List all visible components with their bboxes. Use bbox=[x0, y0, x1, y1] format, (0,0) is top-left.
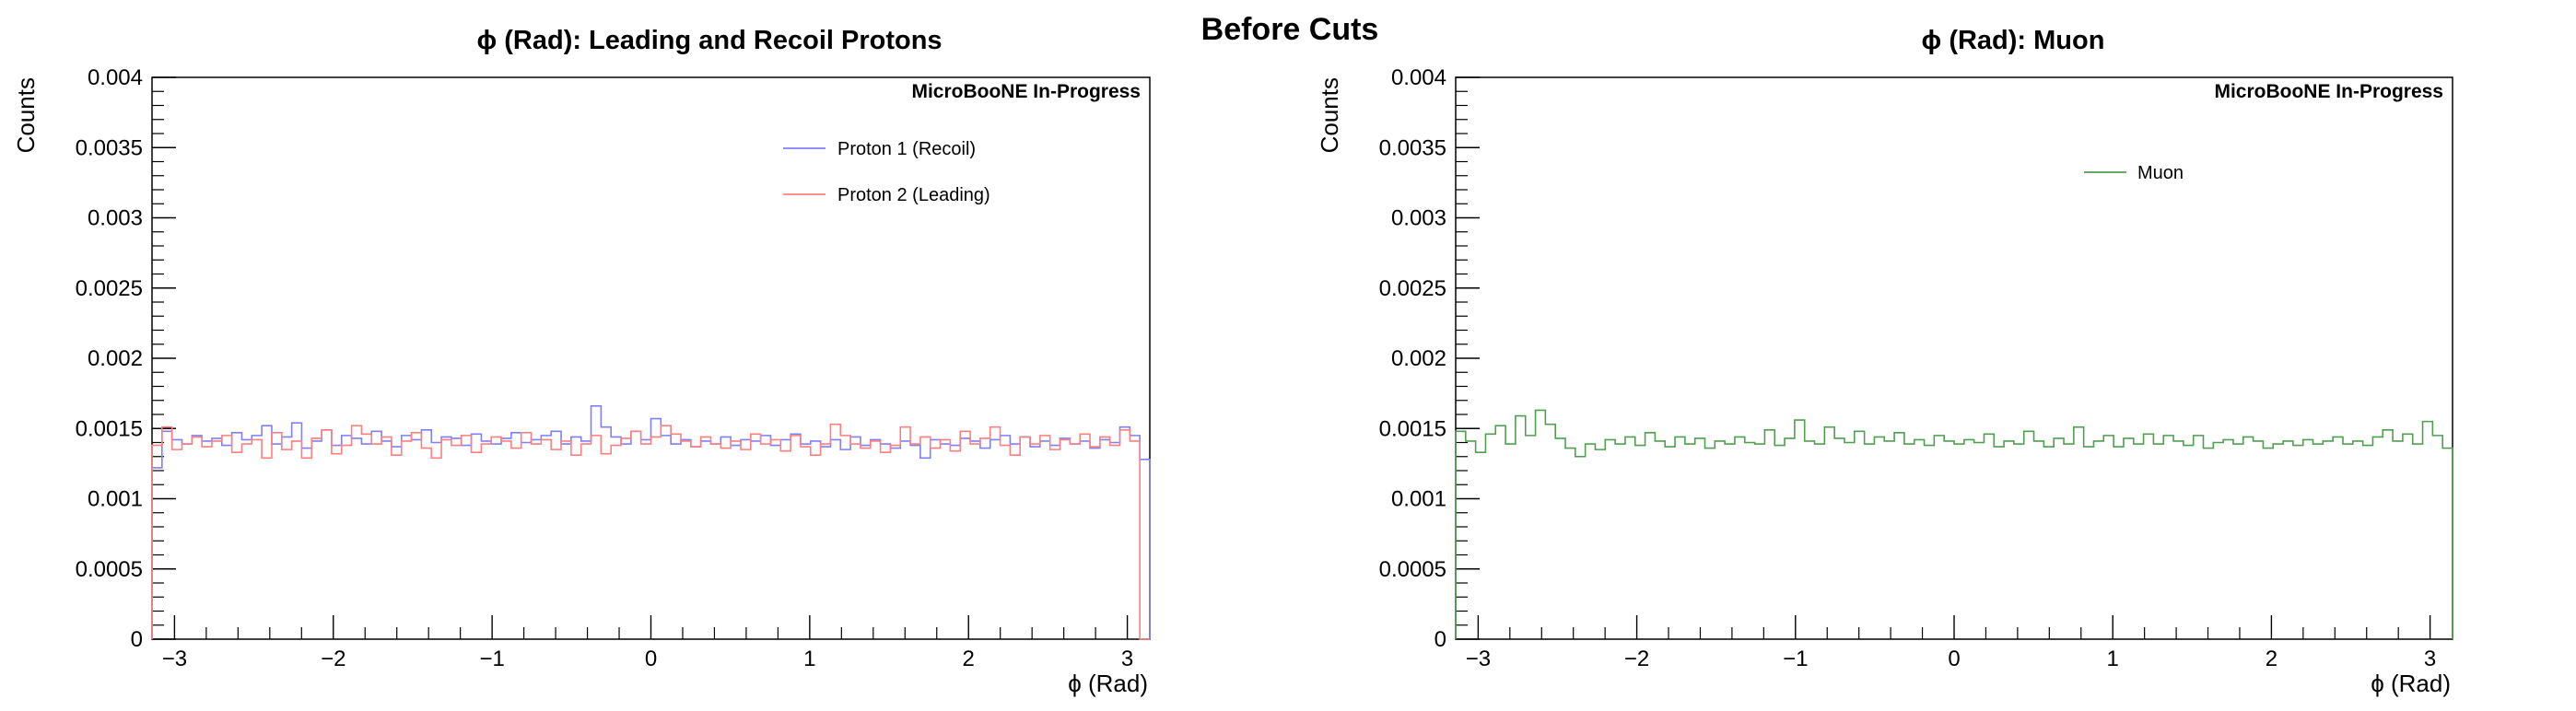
y-tick-label: 0.004 bbox=[88, 65, 143, 90]
y-tick-label: 0.0015 bbox=[1379, 416, 1446, 441]
y-tick-label: 0 bbox=[1434, 627, 1446, 652]
x-tick-label: 0 bbox=[645, 647, 657, 671]
chart-title: ϕ (Rad): Leading and Recoil Protons bbox=[476, 26, 942, 55]
legend-label: Muon bbox=[2137, 163, 2184, 183]
x-tick-label: 1 bbox=[803, 647, 815, 671]
y-axis-label: Counts bbox=[12, 77, 40, 153]
figure-title: Before Cuts bbox=[1201, 12, 1379, 47]
y-tick-label: 0.0025 bbox=[1379, 276, 1446, 301]
y-tick-label: 0.0005 bbox=[76, 557, 143, 582]
x-tick-label: 0 bbox=[1948, 647, 1960, 671]
x-tick-label: −3 bbox=[162, 647, 187, 671]
chart-panel-muon: ϕ (Rad): Muon 0 0.0005 0.001 0.0015 0.002 0.00… bbox=[1316, 26, 2453, 697]
x-axis-label: ϕ (Rad) bbox=[2371, 670, 2451, 697]
histogram-series-1 bbox=[151, 423, 1150, 640]
y-tick-label: 0.003 bbox=[88, 206, 143, 231]
y-tick-label: 0.0035 bbox=[76, 135, 143, 160]
y-tick-label: 0.002 bbox=[88, 346, 143, 371]
x-tick-label: −2 bbox=[321, 647, 345, 671]
watermark-label: MicroBooNE In-Progress bbox=[2214, 81, 2443, 102]
y-tick-label: 0.001 bbox=[1391, 487, 1446, 512]
y-tick-label: 0.0015 bbox=[76, 416, 143, 441]
x-tick-label: −1 bbox=[1783, 647, 1808, 671]
x-tick-label: −1 bbox=[479, 647, 504, 671]
y-tick-label: 0.003 bbox=[1391, 206, 1446, 231]
y-axis-label: Counts bbox=[1316, 77, 1343, 153]
y-tick-label: 0.0035 bbox=[1379, 135, 1446, 160]
y-tick-label: 0.002 bbox=[1391, 346, 1446, 371]
x-tick-label: 1 bbox=[2107, 647, 2119, 671]
chart-panel-protons: ϕ (Rad): Leading and Recoil Protons 0 0.00… bbox=[12, 26, 1151, 697]
legend-label: Proton 2 (Leading) bbox=[837, 185, 990, 205]
watermark-label: MicroBooNE In-Progress bbox=[911, 81, 1141, 102]
x-tick-label: 3 bbox=[2424, 647, 2436, 671]
y-tick-label: 0.001 bbox=[88, 487, 143, 512]
y-tick-label: 0.0005 bbox=[1379, 557, 1446, 582]
y-tick-label: 0.004 bbox=[1391, 65, 1446, 90]
x-axis-label: ϕ (Rad) bbox=[1068, 670, 1148, 697]
chart-title: ϕ (Rad): Muon bbox=[1922, 26, 2105, 55]
x-tick-label: 2 bbox=[2266, 647, 2277, 671]
histogram-series-0 bbox=[1455, 409, 2453, 639]
x-tick-label: 2 bbox=[963, 647, 975, 671]
x-tick-label: −3 bbox=[1466, 647, 1491, 671]
x-tick-label: 3 bbox=[1121, 647, 1133, 671]
histogram-series-0 bbox=[151, 405, 1151, 639]
y-tick-label: 0.0025 bbox=[76, 276, 143, 301]
y-tick-label: 0 bbox=[131, 627, 143, 652]
plot-frame bbox=[151, 76, 1151, 640]
plot-frame bbox=[1455, 76, 2453, 640]
x-tick-label: −2 bbox=[1624, 647, 1649, 671]
legend-label: Proton 1 (Recoil) bbox=[837, 139, 976, 159]
